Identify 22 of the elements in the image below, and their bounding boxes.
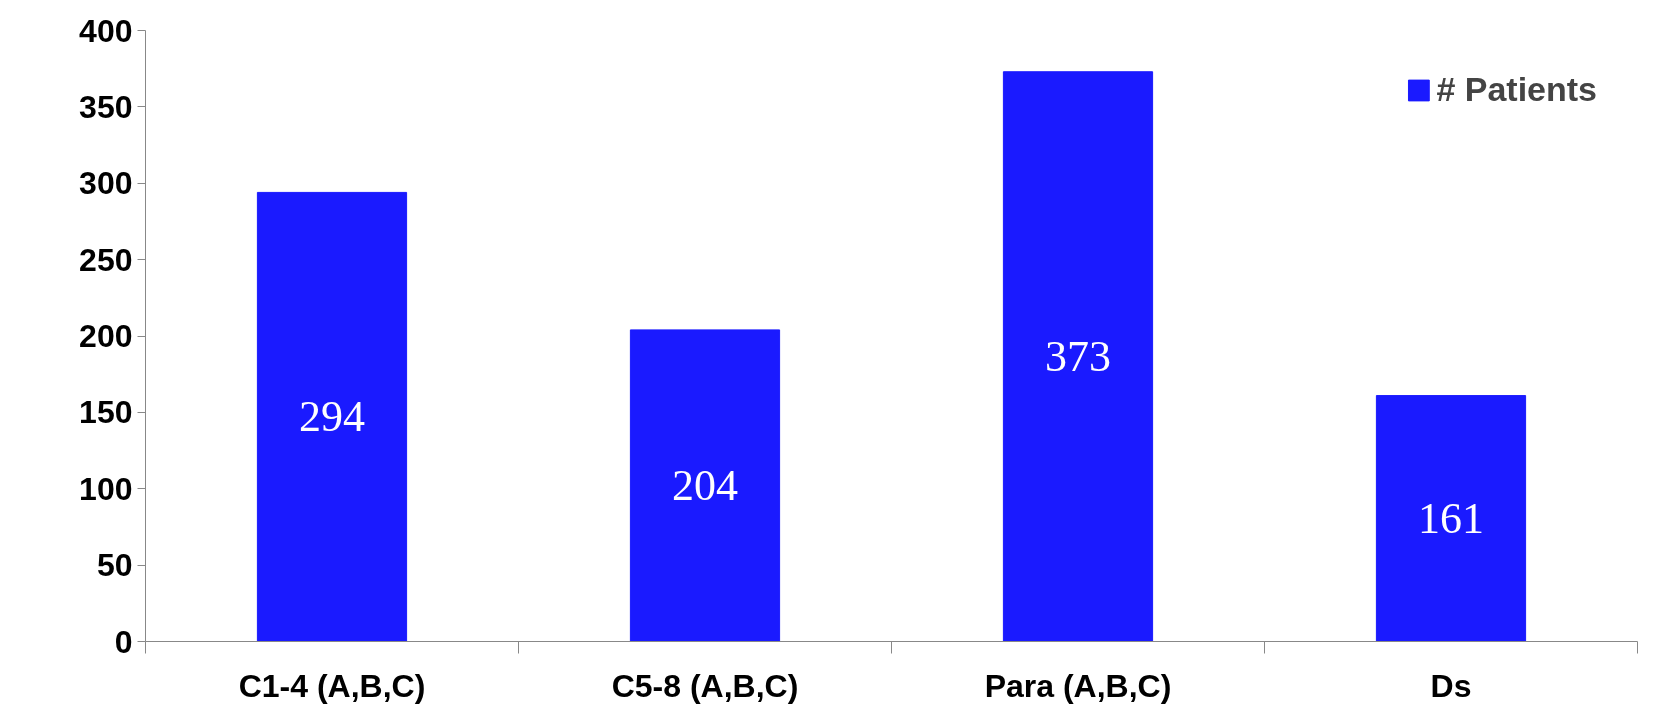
legend-label: # Patients	[1436, 70, 1597, 109]
y-tick-label: 250	[79, 241, 133, 278]
x-tick-label: C5-8 (A,B,C)	[611, 667, 799, 704]
data-label: 204	[672, 461, 738, 511]
bar	[629, 329, 781, 642]
y-tick-label: 100	[79, 470, 133, 507]
data-label: 161	[1418, 494, 1484, 544]
y-tick-label: 150	[79, 394, 133, 431]
y-tick-label: 400	[79, 12, 133, 49]
data-label: 373	[1045, 332, 1111, 382]
data-label: 294	[299, 392, 365, 442]
y-tick-label: 200	[79, 318, 133, 354]
x-tick-label: Para (A,B,C)	[984, 667, 1172, 704]
bar	[256, 191, 408, 642]
x-tick-label: Ds	[1430, 667, 1472, 704]
x-tick-label: C1-4 (A,B,C)	[238, 667, 426, 704]
y-tick-label: 350	[79, 88, 133, 125]
bar	[1002, 71, 1154, 642]
y-tick-label: 0	[114, 623, 133, 660]
y-tick-label: 50	[96, 547, 133, 584]
y-tick-label: 300	[79, 165, 133, 202]
bar	[1375, 395, 1527, 642]
